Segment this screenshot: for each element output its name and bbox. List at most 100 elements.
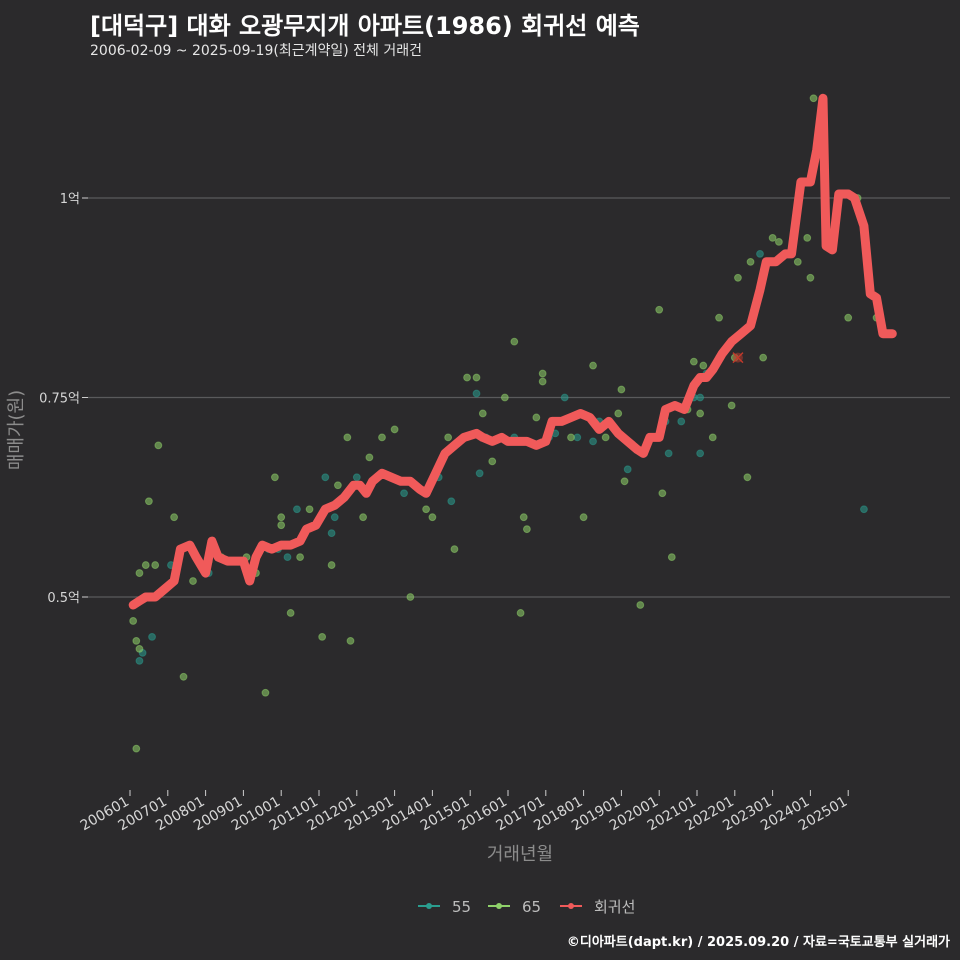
y-tick-label: 0.5억 xyxy=(47,591,80,606)
legend-label: 65 xyxy=(522,898,541,916)
y-tick-label: 0.75억 xyxy=(39,392,80,407)
scatter-point-65 xyxy=(189,577,197,585)
scatter-point-65 xyxy=(286,609,295,617)
scatter-point-65 xyxy=(428,513,437,522)
scatter-point-65 xyxy=(450,545,459,554)
scatter-point-65 xyxy=(510,337,519,346)
chart-title: [대덕구] 대화 오광무지개 아파트(1986) 회귀선 예측 xyxy=(90,12,640,40)
scatter-point-55 xyxy=(475,469,484,478)
axis-layer: 0.5억0.75억1억20060120070120080120090120100… xyxy=(39,192,850,834)
scatter-point-65 xyxy=(327,561,336,569)
scatter-point-65 xyxy=(614,409,623,418)
scatter-point-65 xyxy=(271,473,279,482)
scatter-point-65 xyxy=(359,513,368,522)
scatter-point-65 xyxy=(519,513,528,522)
scatter-point-55 xyxy=(352,473,361,482)
scatter-point-65 xyxy=(708,433,717,442)
scatter-point-65 xyxy=(296,553,305,561)
scatter-point-65 xyxy=(809,94,818,103)
scatter-point-65 xyxy=(759,353,768,362)
scatter-point-65 xyxy=(135,644,144,653)
scatter-point-65 xyxy=(151,561,160,569)
scatter-point-65 xyxy=(472,373,481,382)
scatter-point-65 xyxy=(406,593,415,601)
scatter-point-55 xyxy=(400,489,408,498)
chart-subtitle: 2006-02-09 ~ 2025-09-19(최근계약일) 전체 거래건 xyxy=(90,43,422,59)
scatter-point-65 xyxy=(567,433,575,442)
scatter-point-65 xyxy=(141,561,150,569)
scatter-point-65 xyxy=(655,305,664,314)
scatter-point-65 xyxy=(636,601,645,609)
scatter-point-65 xyxy=(696,409,705,418)
scatter-point-65 xyxy=(444,433,453,442)
legend: 55 65 회귀선 xyxy=(418,898,635,916)
scatter-point-65 xyxy=(135,569,144,577)
scatter-point-55 xyxy=(573,433,582,442)
legend-key-dot xyxy=(496,903,502,909)
chart-caption: ©디아파트(dapt.kr) / 2025.09.20 / 자료=국토교통부 실… xyxy=(566,935,950,950)
regression-line xyxy=(128,93,897,610)
scatter-point-55 xyxy=(283,553,292,561)
scatter-point-65 xyxy=(699,361,708,370)
scatter-point-65 xyxy=(743,473,752,482)
legend-label: 55 xyxy=(452,898,471,916)
regression-layer xyxy=(128,93,897,610)
scatter-point-55 xyxy=(756,249,764,258)
scatter-point-65 xyxy=(803,234,812,242)
y-axis-title: 매매가(원) xyxy=(6,390,27,470)
scatter-point-65 xyxy=(500,393,509,402)
scatter-point-65 xyxy=(132,636,141,645)
scatter-point-65 xyxy=(844,313,853,322)
scatter-point-65 xyxy=(538,369,547,378)
scatter-point-55 xyxy=(330,513,339,522)
scatter-point-65 xyxy=(658,489,667,498)
scatter-point-55 xyxy=(623,465,632,474)
scatter-point-65 xyxy=(538,377,547,386)
scatter-point-65 xyxy=(620,477,629,486)
scatter-point-65 xyxy=(523,525,531,534)
scatter-point-65 xyxy=(422,505,431,514)
scatter-point-65 xyxy=(463,373,471,382)
scatter-point-65 xyxy=(318,633,327,641)
scatter-point-65 xyxy=(277,513,286,522)
scatter-point-55 xyxy=(696,449,705,458)
scatter-point-55 xyxy=(327,529,336,538)
scatter-point-65 xyxy=(170,513,179,522)
scatter-point-65 xyxy=(806,273,815,282)
scatter-point-65 xyxy=(715,313,723,322)
scatter-point-65 xyxy=(305,505,314,514)
scatter-point-55 xyxy=(447,497,456,506)
scatter-point-65 xyxy=(516,609,525,617)
scatter-point-55 xyxy=(664,449,673,458)
scatter-point-65 xyxy=(132,744,141,753)
scatter-point-65 xyxy=(343,433,352,442)
points-layer xyxy=(129,94,881,753)
legend-key-dot xyxy=(568,903,574,909)
scatter-point-65 xyxy=(145,497,153,506)
scatter-point-65 xyxy=(617,385,626,394)
scatter-point-65 xyxy=(154,441,163,450)
scatter-point-65 xyxy=(334,481,342,490)
scatter-point-65 xyxy=(261,688,270,697)
y-tick-label: 1억 xyxy=(60,192,80,207)
scatter-point-65 xyxy=(179,672,188,681)
scatter-point-65 xyxy=(532,413,541,422)
scatter-point-65 xyxy=(579,513,588,522)
scatter-point-55 xyxy=(860,505,868,514)
scatter-point-65 xyxy=(601,433,610,442)
scatter-point-65 xyxy=(793,257,802,266)
scatter-point-65 xyxy=(689,357,698,366)
scatter-point-55 xyxy=(472,389,481,398)
scatter-point-65 xyxy=(746,257,755,266)
scatter-point-65 xyxy=(727,401,736,410)
scatter-point-55 xyxy=(321,473,330,482)
legend-key-dot xyxy=(426,903,432,909)
grid-layer xyxy=(88,197,950,598)
outlier-marker xyxy=(732,352,744,364)
x-axis-title: 거래년월 xyxy=(487,844,553,865)
scatter-point-65 xyxy=(346,636,355,645)
scatter-point-65 xyxy=(277,521,286,530)
scatter-point-55 xyxy=(677,417,686,426)
